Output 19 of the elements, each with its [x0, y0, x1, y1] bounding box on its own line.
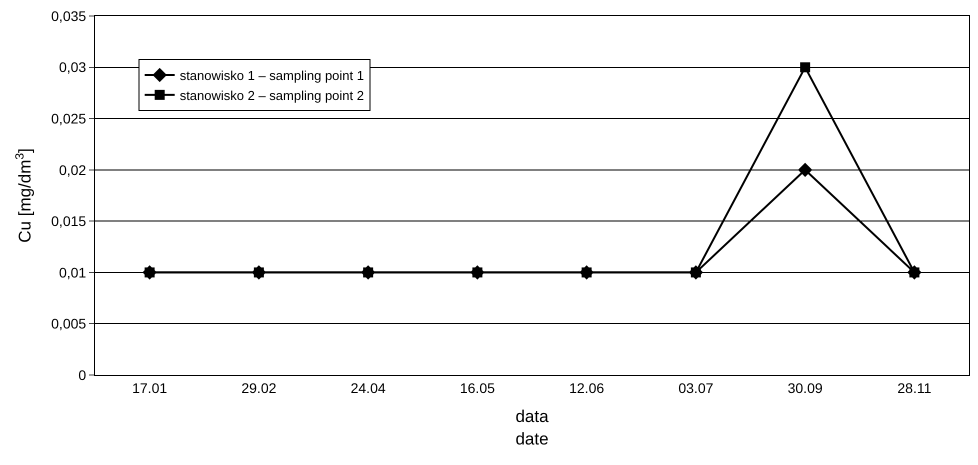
y-tick-label: 0,01: [58, 264, 86, 280]
y-tick-label: 0,025: [51, 110, 86, 126]
y-tick-label: 0,005: [51, 316, 86, 332]
y-tick-label: 0,035: [51, 8, 86, 24]
x-tick-label: 30.09: [788, 380, 823, 396]
x-tick-label: 17.01: [132, 380, 168, 396]
x-tick-label: 16.05: [460, 380, 496, 396]
x-axis-title: data date: [515, 407, 550, 448]
x-tick-label: 24.04: [350, 380, 386, 396]
x-tick-label: 28.11: [897, 380, 932, 396]
y-tick-label: 0,02: [58, 162, 86, 178]
x-tick-label: 29.02: [241, 380, 277, 396]
legend-label: stanowisko 2 – sampling point 2: [180, 88, 364, 103]
y-tick-label: 0: [78, 366, 86, 383]
x-tick-label: 03.07: [678, 380, 714, 396]
y-tick-label: 0,03: [58, 59, 86, 76]
legend-label: stanowisko 1 – sampling point 1: [180, 68, 364, 84]
y-tick-label: 0,015: [51, 213, 86, 230]
x-tick-label: 12.06: [569, 380, 604, 396]
